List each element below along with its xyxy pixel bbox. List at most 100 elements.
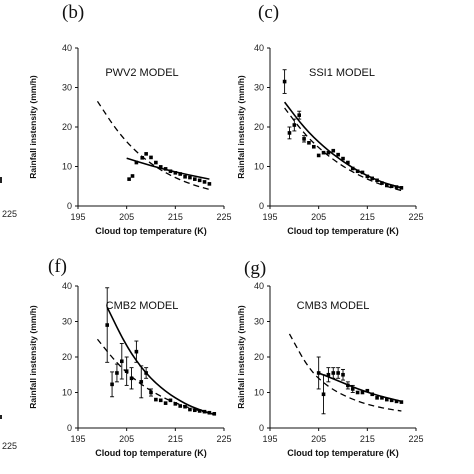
x-axis-label: Cloud top temperature (K): [95, 448, 207, 458]
y-tick-label: 40: [254, 43, 264, 53]
panel-title: PWV2 MODEL: [105, 67, 178, 79]
data-point: [370, 176, 374, 181]
data-point: [149, 155, 153, 160]
y-tick-label: 30: [62, 317, 72, 327]
data-point: [188, 407, 192, 412]
data-point: [350, 387, 355, 391]
x-tick-label: 205: [119, 212, 134, 222]
data-point: [389, 184, 394, 189]
data-point: [346, 383, 350, 388]
model-curve-solid: [318, 372, 402, 403]
data-point: [355, 169, 360, 174]
data-point: [385, 397, 389, 402]
model-curve-dashed: [288, 333, 402, 412]
data-point: [105, 323, 109, 327]
data-point: [380, 396, 384, 400]
data-point: [193, 408, 197, 413]
data-point: [326, 372, 331, 377]
y-tick-label: 0: [259, 423, 264, 433]
data-point: [307, 141, 311, 145]
panel-label: (c): [258, 2, 279, 23]
data-point: [140, 156, 145, 160]
x-axis-label: Cloud top temperature (K): [287, 226, 399, 236]
data-point: [158, 398, 163, 403]
data-point: [282, 79, 287, 84]
data-point: [399, 400, 404, 404]
panel-4: (g) CMB3 MODEL 0 10 20 30 40 195 205 215 225 Cloud …: [236, 258, 424, 458]
x-axis-label: Cloud top temperature (K): [287, 448, 399, 458]
data-point: [321, 150, 326, 155]
data-point: [207, 182, 212, 186]
data-point: [336, 152, 340, 157]
data-point: [394, 399, 399, 404]
panel-title: CMB2 MODEL: [106, 300, 179, 312]
y-tick-label: 0: [67, 423, 72, 433]
x-tick-label: 225: [408, 212, 423, 222]
data-point: [183, 174, 187, 179]
model-curve-dashed: [284, 107, 402, 192]
x-axis-label: Cloud top temperature (K): [95, 226, 207, 236]
data-point: [197, 409, 202, 413]
data-point: [129, 376, 134, 381]
data-point: [365, 388, 370, 393]
data-point: [163, 167, 168, 171]
model-curve-dashed: [96, 100, 210, 191]
data-point: [173, 171, 178, 175]
data-point: [158, 165, 163, 169]
y-tick-label: 10: [62, 162, 72, 172]
data-point: [149, 390, 153, 395]
data-point: [110, 382, 114, 387]
data-point: [134, 160, 139, 165]
data-point: [144, 152, 148, 156]
data-point: [321, 392, 326, 397]
data-point: [316, 371, 321, 375]
y-tick-label: 20: [254, 122, 264, 132]
x-tick-label: 205: [119, 434, 134, 444]
y-axis-label: Rainfall instensity (mm/h): [236, 305, 246, 409]
data-point: [399, 186, 404, 190]
data-point: [360, 390, 365, 395]
data-point: [124, 369, 129, 373]
data-point: [385, 183, 389, 188]
data-point: [193, 177, 197, 181]
data-point: [389, 398, 394, 403]
x-tick-label: 215: [168, 212, 183, 222]
panel-1: (b) PWV2 MODEL 0 10 20 30 40 195 205 215 225 Cloud …: [28, 2, 232, 236]
x-tick-label: 205: [311, 212, 326, 222]
y-tick-label: 20: [62, 122, 72, 132]
panel-label: (g): [244, 258, 266, 279]
data-point: [292, 123, 297, 127]
data-point: [380, 181, 384, 185]
data-point: [139, 380, 144, 384]
x-tick-label: 195: [262, 434, 277, 444]
data-point: [350, 166, 355, 171]
data-point: [134, 349, 139, 354]
data-point: [394, 185, 399, 189]
data-point: [202, 180, 207, 184]
data-point: [370, 392, 374, 397]
y-axis-label: Rainfall instensity (mm/h): [28, 75, 38, 179]
data-point: [331, 371, 336, 375]
y-tick-label: 40: [62, 281, 72, 291]
panel-label: (b): [62, 2, 84, 23]
data-point: [207, 410, 212, 415]
data-point: [154, 160, 158, 165]
x-tick-label: 215: [360, 434, 375, 444]
x-tick-label: 195: [70, 212, 85, 222]
x-tick-label: 205: [311, 434, 326, 444]
data-point: [130, 174, 135, 178]
x-tick-label: 225: [216, 212, 231, 222]
data-point: [163, 401, 168, 405]
y-axis-label: Rainfall instensity (mm/h): [236, 75, 246, 179]
data-point: [341, 372, 345, 377]
data-point: [287, 131, 292, 135]
panel-2: (c) SSI1 MODEL 0 10 20 30 40 195 205 215 225 Cloud …: [236, 2, 424, 236]
data-point: [336, 371, 340, 375]
panel-title: CMB3 MODEL: [297, 300, 370, 312]
data-point: [120, 359, 124, 364]
y-tick-label: 30: [254, 83, 264, 93]
data-point: [144, 371, 148, 375]
data-point: [188, 175, 192, 180]
data-point: [168, 398, 173, 403]
